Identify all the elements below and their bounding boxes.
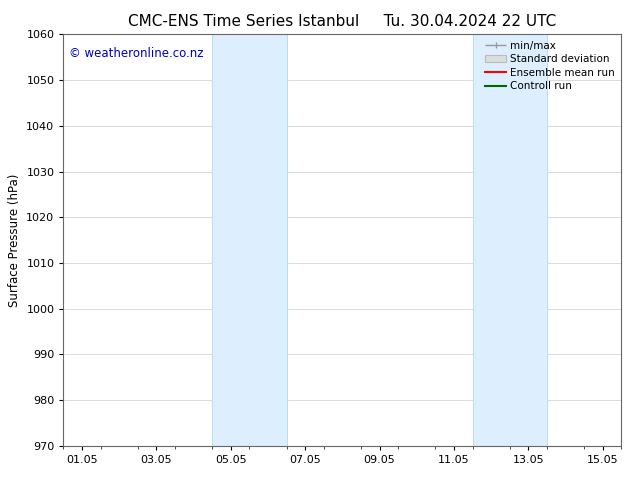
Y-axis label: Surface Pressure (hPa): Surface Pressure (hPa) [8,173,21,307]
Text: © weatheronline.co.nz: © weatheronline.co.nz [69,47,204,60]
Title: CMC-ENS Time Series Istanbul     Tu. 30.04.2024 22 UTC: CMC-ENS Time Series Istanbul Tu. 30.04.2… [128,14,557,29]
Bar [212,34,287,446]
Legend: min/max, Standard deviation, Ensemble mean run, Controll run: min/max, Standard deviation, Ensemble me… [481,36,619,96]
Bar [472,34,547,446]
